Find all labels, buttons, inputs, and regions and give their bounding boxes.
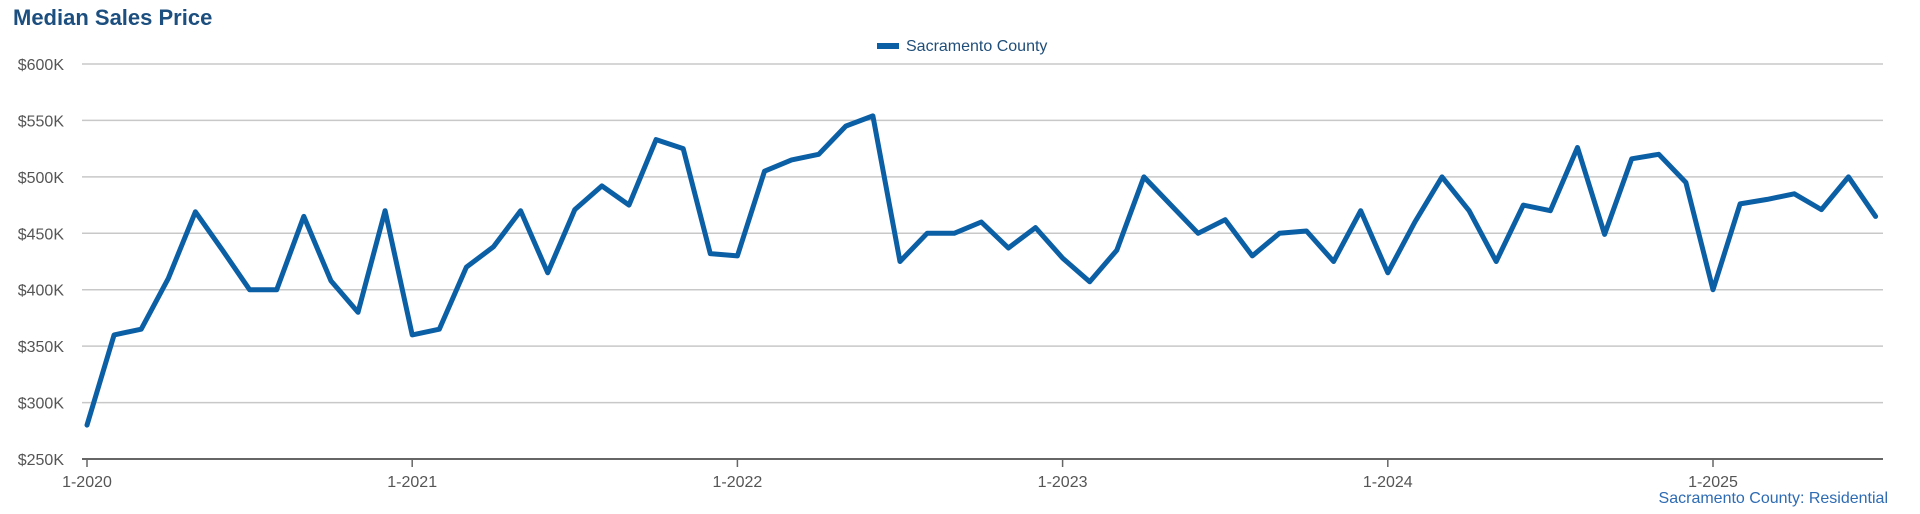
chart-footer-note: Sacramento County: Residential (1658, 490, 1888, 507)
legend[interactable]: Sacramento County (877, 38, 1047, 55)
x-tick-label: 1-2022 (712, 474, 762, 491)
y-tick-label: $450K (18, 226, 65, 243)
x-tick-label: 1-2021 (387, 474, 437, 491)
chart-title: Median Sales Price (13, 5, 213, 30)
y-tick-label: $350K (18, 339, 65, 356)
gridlines (82, 63, 1883, 404)
legend-label-sacramento-county: Sacramento County (906, 38, 1047, 55)
x-tick-label: 1-2020 (62, 474, 112, 491)
x-tick-label: 1-2024 (1363, 474, 1413, 491)
y-tick-label: $500K (18, 170, 65, 187)
series-layer (84, 113, 1879, 428)
y-tick-label: $550K (18, 113, 65, 130)
y-tick-label: $400K (18, 283, 65, 300)
y-tick-label: $600K (18, 57, 65, 74)
y-tick-label: $250K (18, 452, 65, 469)
x-axis-ticks: 1-2020 1-2021 1-2022 1-2023 1-2024 1-2025 (62, 459, 1738, 491)
y-tick-label: $300K (18, 396, 65, 413)
y-axis-ticks: $250K $300K $350K $400K $450K $500K $550K $600K (18, 57, 65, 469)
series-line-sacramento-county (84, 113, 1879, 428)
x-tick-label: 1-2025 (1688, 474, 1738, 491)
x-tick-label: 1-2023 (1038, 474, 1088, 491)
legend-swatch-sacramento-county (877, 43, 899, 49)
